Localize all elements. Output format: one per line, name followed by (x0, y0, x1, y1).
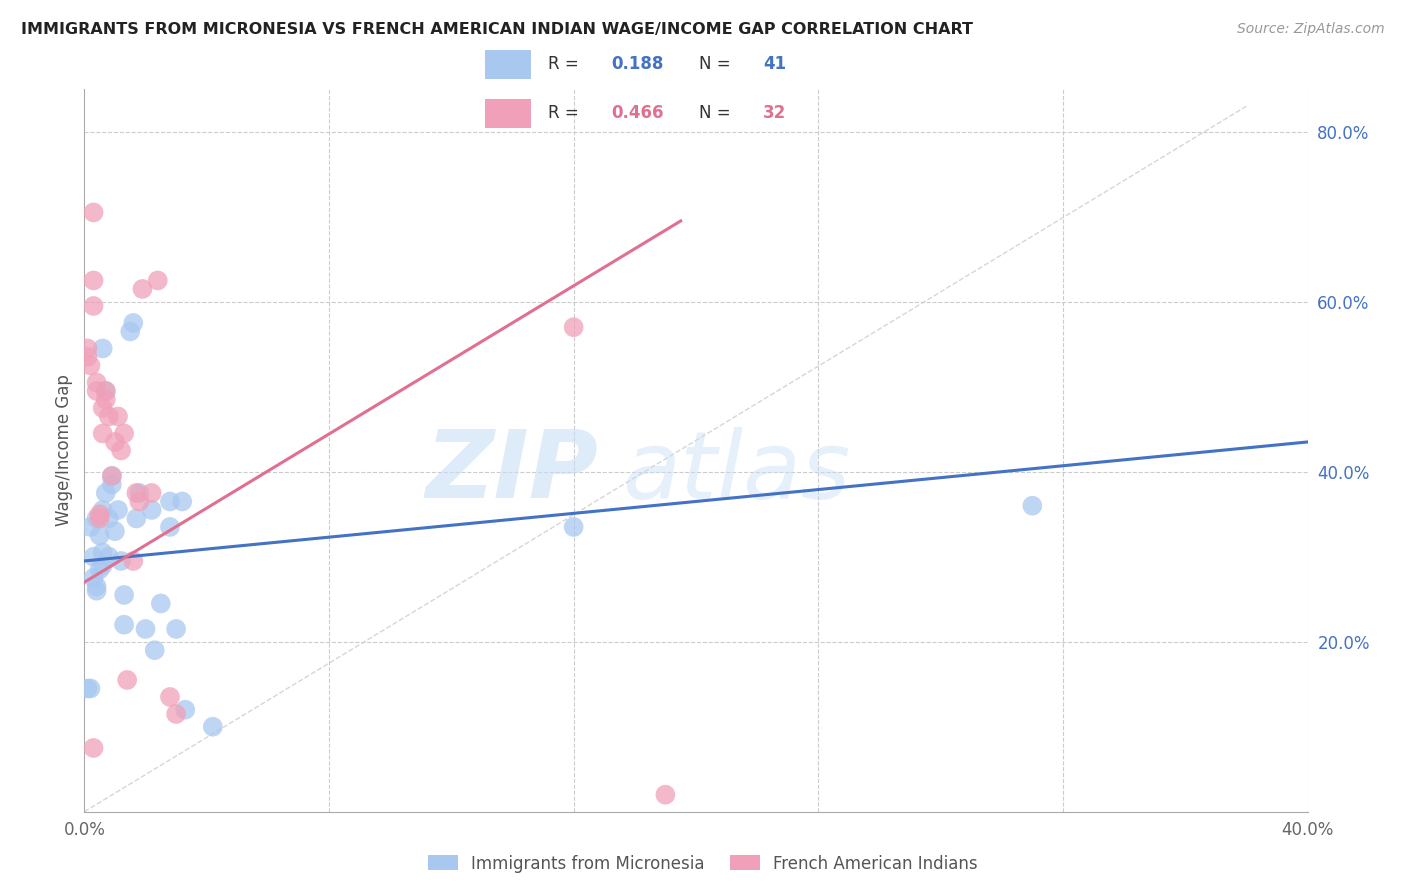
Point (97, 549, 120, 564)
Text: 32: 32 (762, 103, 786, 121)
FancyBboxPatch shape (485, 99, 531, 128)
Point (1021, 499, 1043, 513)
FancyBboxPatch shape (485, 50, 531, 78)
Point (83, 299, 105, 313)
Point (97, 511, 120, 525)
Point (83, 549, 105, 564)
Point (112, 426, 135, 441)
Point (654, 788, 676, 802)
Point (83, 741, 105, 756)
Point (91, 401, 114, 415)
Point (83, 571, 105, 585)
Point (86, 384, 108, 398)
Point (101, 477, 124, 491)
Point (172, 494, 194, 508)
Point (562, 520, 585, 534)
Point (86, 583, 108, 598)
Point (89, 528, 111, 542)
Point (143, 643, 166, 657)
Text: atlas: atlas (623, 426, 851, 517)
Point (79, 359, 101, 373)
Point (94, 384, 117, 398)
Point (79, 681, 101, 696)
Point (159, 690, 181, 704)
Text: N =: N = (700, 103, 737, 121)
Text: 0.188: 0.188 (612, 55, 664, 73)
Point (76, 342, 98, 356)
Point (89, 562, 111, 576)
Point (104, 524, 127, 539)
Point (79, 520, 101, 534)
Point (122, 554, 145, 568)
Point (141, 486, 163, 500)
Text: R =: R = (548, 55, 585, 73)
Point (112, 617, 135, 632)
Point (86, 376, 108, 390)
Text: ZIP: ZIP (425, 426, 598, 518)
Point (91, 342, 114, 356)
Point (165, 706, 187, 721)
Point (107, 503, 129, 517)
Point (562, 320, 585, 334)
Point (110, 554, 132, 568)
Point (91, 426, 114, 441)
Point (201, 720, 224, 734)
Point (86, 579, 108, 593)
Text: R =: R = (548, 103, 585, 121)
Legend: Immigrants from Micronesia, French American Indians: Immigrants from Micronesia, French Ameri… (422, 848, 984, 880)
Point (94, 486, 117, 500)
Point (91, 545, 114, 559)
Point (83, 273, 105, 287)
Text: Source: ZipAtlas.com: Source: ZipAtlas.com (1237, 22, 1385, 37)
Point (112, 588, 135, 602)
Point (131, 282, 153, 296)
Text: 41: 41 (762, 55, 786, 73)
Point (135, 622, 157, 636)
Point (125, 511, 148, 525)
Text: N =: N = (700, 55, 737, 73)
Point (110, 443, 132, 458)
Point (104, 434, 127, 449)
Point (89, 511, 111, 525)
Y-axis label: Wage/Income Gap: Wage/Income Gap (55, 375, 73, 526)
Text: 0.466: 0.466 (612, 103, 664, 121)
Point (125, 486, 148, 500)
Point (97, 409, 120, 424)
Point (165, 622, 187, 636)
Point (141, 503, 163, 517)
Point (122, 316, 145, 330)
Point (94, 392, 117, 407)
Point (128, 486, 150, 500)
Point (86, 511, 108, 525)
Point (91, 558, 114, 573)
Text: IMMIGRANTS FROM MICRONESIA VS FRENCH AMERICAN INDIAN WAGE/INCOME GAP CORRELATION: IMMIGRANTS FROM MICRONESIA VS FRENCH AME… (21, 22, 973, 37)
Point (94, 384, 117, 398)
Point (89, 507, 111, 521)
Point (91, 503, 114, 517)
Point (120, 325, 142, 339)
Point (101, 469, 124, 483)
Point (149, 597, 172, 611)
Point (115, 673, 138, 687)
Point (101, 469, 124, 483)
Point (159, 520, 181, 534)
Point (159, 494, 181, 508)
Point (76, 681, 98, 696)
Point (174, 703, 197, 717)
Point (76, 350, 98, 364)
Point (83, 205, 105, 219)
Point (107, 409, 129, 424)
Point (146, 273, 169, 287)
Point (128, 494, 150, 508)
